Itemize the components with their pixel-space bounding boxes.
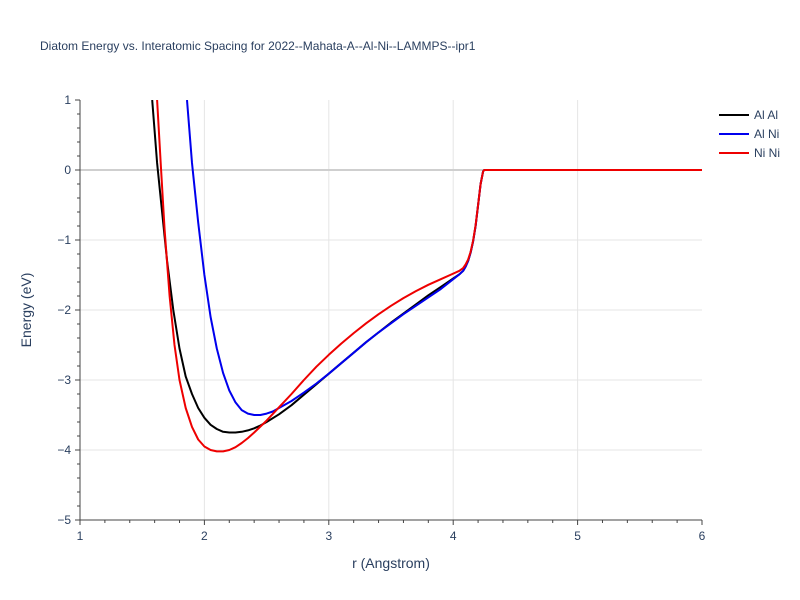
y-tick-label: −3 (57, 373, 71, 387)
legend[interactable]: Al Al Al Ni Ni Ni (719, 108, 780, 160)
x-tick-label: 5 (574, 529, 581, 543)
series-group (151, 100, 702, 453)
y-tick-label: −2 (57, 303, 71, 317)
legend-item-al-al[interactable]: Al Al (719, 108, 778, 122)
x-tick-label: 1 (77, 529, 84, 543)
legend-item-al-ni[interactable]: Al Ni (719, 127, 779, 141)
y-tick-label: −1 (57, 233, 71, 247)
y-tick-label: 1 (64, 93, 71, 107)
x-tick-label: 2 (201, 529, 208, 543)
y-tick-label: 0 (64, 163, 71, 177)
x-axis-title: r (Angstrom) (352, 555, 430, 571)
y-axis-title: Energy (eV) (18, 273, 34, 348)
legend-label: Al Ni (754, 127, 779, 141)
series-line-ni-ni (156, 100, 702, 453)
legend-label: Ni Ni (754, 146, 780, 160)
x-tick-label: 3 (325, 529, 332, 543)
chart-title: Diatom Energy vs. Interatomic Spacing fo… (40, 39, 476, 53)
axes (75, 99, 703, 525)
x-tick-label: 4 (450, 529, 457, 543)
y-tick-label: −4 (57, 443, 71, 457)
x-tick-label: 6 (699, 529, 706, 543)
legend-item-ni-ni[interactable]: Ni Ni (719, 146, 780, 160)
y-tick-label: −5 (57, 513, 71, 527)
tick-labels: 1 2 3 4 5 6 1 0 −1 −2 −3 −4 −5 (57, 93, 705, 543)
legend-label: Al Al (754, 108, 778, 122)
